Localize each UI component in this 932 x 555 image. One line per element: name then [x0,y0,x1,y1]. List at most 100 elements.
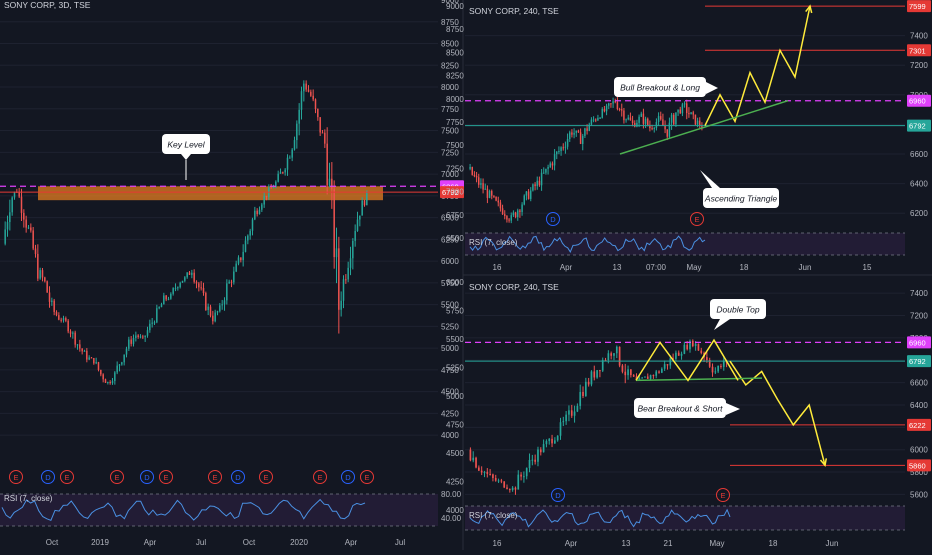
y-tick-label: 8500 [441,40,459,49]
event-marker[interactable] [140,470,154,484]
candle-body [601,108,603,118]
chart-panel-top-right: 6200640066006800700072007400650067507000… [446,0,931,272]
event-marker[interactable] [551,488,565,502]
y-tick-label: 6200 [910,209,928,218]
candle-body [212,315,214,322]
candle-body [597,117,599,121]
candle-body [237,257,240,264]
y-tick-label: 6750 [446,211,464,220]
event-marker-label: E [263,473,268,482]
candle-body [492,474,494,479]
candle-body [340,300,342,310]
annotation-label: Key Level [167,140,205,150]
price-tag-label: 7301 [909,46,926,55]
rsi-band [0,494,438,526]
event-marker[interactable] [208,470,222,484]
y-tick-label: 4500 [446,449,464,458]
candle-body [559,422,562,436]
event-marker[interactable] [159,470,173,484]
candle-body [79,344,81,349]
annotation-callout: Bull Breakout & Long [614,77,718,97]
candle-body [689,340,691,350]
candle-body [618,109,621,111]
candle-body [39,270,41,279]
candle-body [167,298,170,300]
event-marker[interactable] [41,470,55,484]
candle-body [104,379,107,383]
event-marker[interactable] [60,470,74,484]
y-tick-label: 7000 [446,188,464,197]
candle-body [74,332,76,345]
event-marker-label: D [235,473,241,482]
candle-body [570,410,573,416]
event-marker[interactable] [360,470,374,484]
candle-body [696,120,699,125]
price-tag [440,186,464,199]
annotation-callout: Ascending Triangle [700,170,779,208]
candle-body [111,381,114,384]
candle-body [666,364,669,366]
event-marker[interactable] [546,212,560,226]
candle-body [23,212,25,220]
y-tick-label: 5800 [910,468,928,477]
event-marker-label: D [45,473,51,482]
candle-body [282,172,284,174]
candle-body [641,377,643,379]
x-tick-label: 07:00 [646,263,667,272]
price-tag-label: 6960 [909,338,926,347]
event-marker[interactable] [690,212,704,226]
price-tag-label: 6792 [909,357,926,366]
y-tick-label: 5600 [910,490,928,499]
event-marker[interactable] [9,470,23,484]
candle-body [638,378,641,380]
candle-body [469,167,471,169]
candle-body [207,306,209,311]
x-tick-label: Apr [560,263,573,272]
event-marker[interactable] [716,488,730,502]
candle-body [149,323,151,331]
projection-path [729,360,826,466]
projection-arrow-head [805,4,813,14]
candle-body [675,112,677,125]
candle-body [172,288,174,294]
candle-body [540,172,543,186]
candle-body [525,191,528,196]
event-marker[interactable] [110,470,124,484]
candle-body [677,109,679,113]
candle-body [198,283,200,288]
candle-body [65,318,67,321]
event-marker[interactable] [313,470,327,484]
candle-body [123,354,125,363]
candle-body [184,277,186,281]
candle-body [497,480,500,482]
event-marker[interactable] [259,470,273,484]
candle-body [100,369,102,375]
candle-body [694,343,697,347]
chart-title: SONY CORP, 240, TSE [469,6,559,16]
event-marker[interactable] [231,470,245,484]
candle-body [279,172,282,174]
y-tick-label: 4250 [441,409,459,418]
candle-body [333,189,335,258]
candle-body [291,149,293,158]
annotation-label: Ascending Triangle [704,194,777,204]
event-marker[interactable] [341,470,355,484]
annotation-tail [706,82,718,94]
candle-body [573,132,575,135]
candle-body [51,300,53,302]
candle-body [510,215,512,221]
candle-body [202,287,205,294]
candle-body [623,110,625,121]
candle-body [139,336,142,338]
y-tick-label: 7400 [910,289,928,298]
candle-body [545,168,547,173]
candle-body [664,125,666,130]
y-tick-label: 7250 [446,164,464,173]
candle-body [632,375,635,377]
y-tick-label: 6500 [441,214,459,223]
candle-body [590,371,593,385]
projection-path [704,5,811,126]
annotation-label: Double Top [716,305,759,315]
candle-body [523,195,525,205]
